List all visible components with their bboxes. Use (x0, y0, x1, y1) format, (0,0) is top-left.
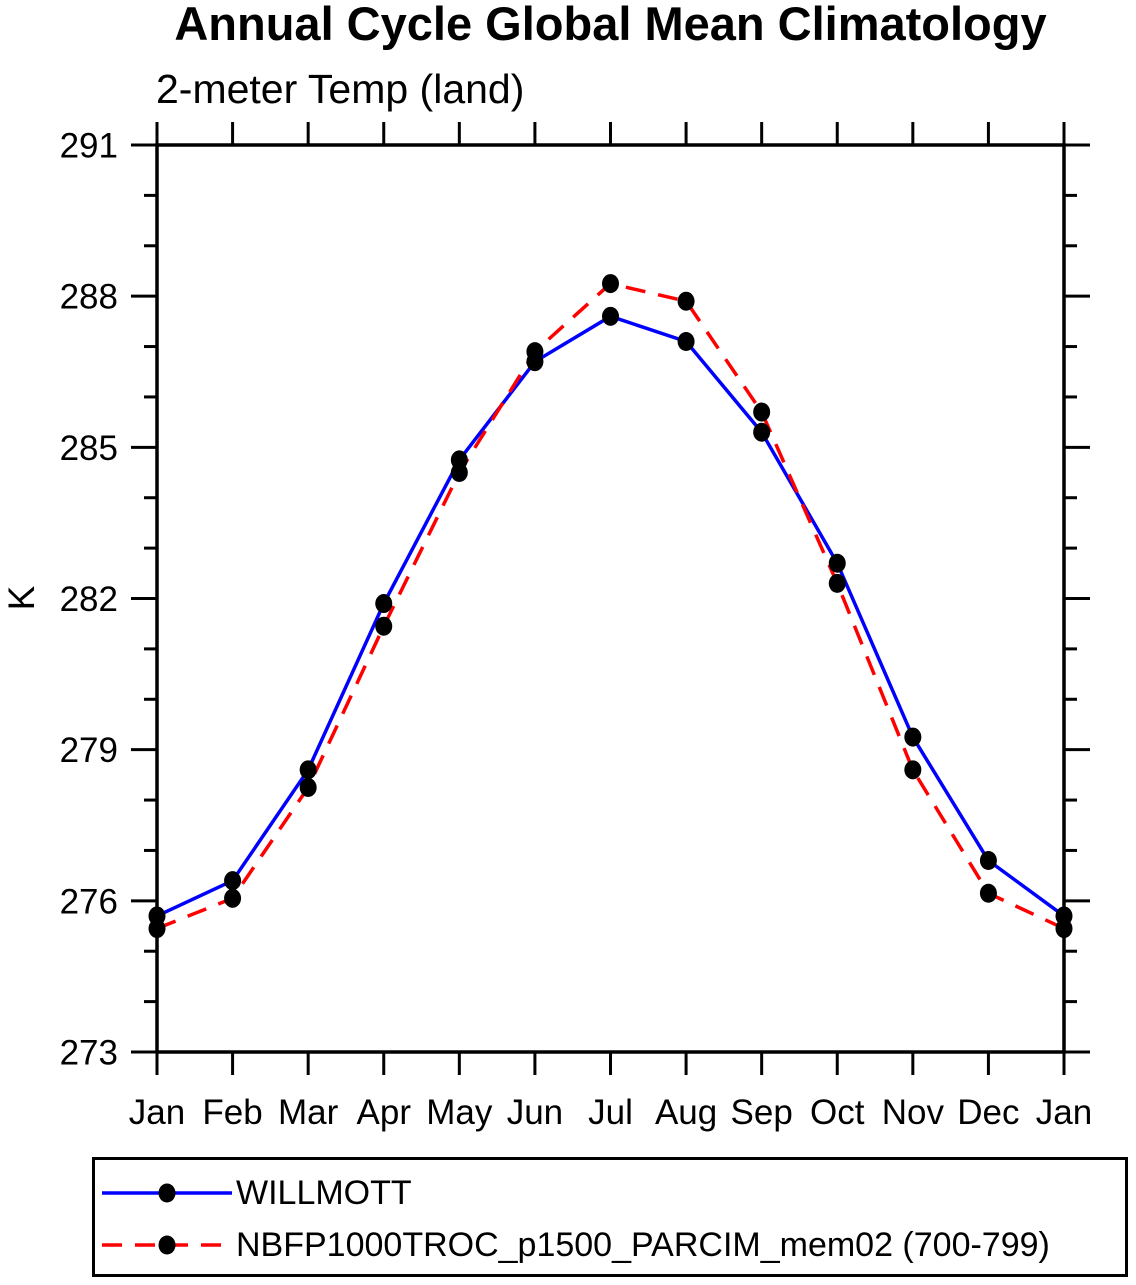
x-tick-label: Jun (507, 1093, 563, 1132)
y-tick-label: 285 (60, 429, 118, 468)
x-tick-label: Aug (655, 1093, 717, 1132)
data-point-marker (979, 883, 997, 903)
data-point-marker (753, 402, 771, 422)
legend-marker (158, 1235, 176, 1255)
data-point-marker (526, 342, 544, 362)
legend-item-willmott: WILLMOTT (95, 1167, 1125, 1219)
data-point-marker (450, 463, 468, 483)
x-tick-label: Jul (588, 1093, 633, 1132)
x-tick-label: Dec (957, 1093, 1019, 1132)
data-point-marker (828, 553, 846, 573)
data-point-marker (602, 274, 619, 294)
legend-label-willmott: WILLMOTT (236, 1173, 412, 1212)
x-tick-label: Jan (129, 1093, 185, 1132)
series-line-0 (156, 314, 1066, 918)
data-point-marker (148, 919, 166, 939)
data-point-marker (299, 760, 317, 780)
x-tick-label: Nov (882, 1093, 945, 1132)
data-point-marker (753, 422, 771, 442)
data-point-marker (375, 594, 393, 614)
data-point-marker (602, 306, 619, 326)
data-point-marker (979, 851, 997, 871)
y-tick-label: 291 (60, 127, 118, 166)
data-point-marker (904, 760, 922, 780)
x-tick-label: Feb (202, 1093, 262, 1132)
x-tick-label: May (426, 1093, 493, 1132)
legend-line-sample-solid-icon (102, 1183, 232, 1203)
data-point-marker (677, 291, 695, 311)
data-point-marker (677, 332, 695, 352)
plot-area: Jan Feb Mar Apr May Jun Jul Aug Sep Oct Nov Dec Jan 2… (60, 122, 1092, 1132)
x-tick-label: Apr (357, 1093, 412, 1132)
series-line-1 (156, 281, 1065, 931)
data-point-marker (224, 888, 242, 908)
y-tick-label: 288 (60, 278, 118, 317)
data-point-marker (828, 573, 846, 593)
y-tick-label: 273 (60, 1034, 118, 1073)
data-point-marker (224, 871, 242, 891)
x-tick-label: Jan (1036, 1093, 1092, 1132)
legend: WILLMOTT NBFP1000TROC_p1500_PARCIM_mem02… (92, 1157, 1128, 1277)
data-point-marker (375, 616, 393, 636)
x-tick-label: Sep (731, 1093, 793, 1132)
y-tick-label: 282 (60, 580, 118, 619)
chart-subtitle: 2-meter Temp (land) (156, 66, 525, 112)
x-tick-label: Oct (810, 1093, 865, 1132)
data-point-marker (904, 727, 922, 747)
y-tick-label: 279 (60, 731, 118, 770)
y-tick-label: 276 (60, 882, 118, 921)
legend-item-nbfp: NBFP1000TROC_p1500_PARCIM_mem02 (700-799… (95, 1219, 1125, 1271)
x-tick-label: Mar (278, 1093, 339, 1132)
legend-marker (158, 1183, 176, 1203)
legend-line-sample-dashed-icon (102, 1235, 232, 1255)
data-point-marker (299, 777, 317, 797)
data-point-marker (1055, 919, 1073, 939)
chart-title: Annual Cycle Global Mean Climatology (174, 0, 1047, 50)
legend-label-nbfp: NBFP1000TROC_p1500_PARCIM_mem02 (700-799… (236, 1225, 1050, 1264)
